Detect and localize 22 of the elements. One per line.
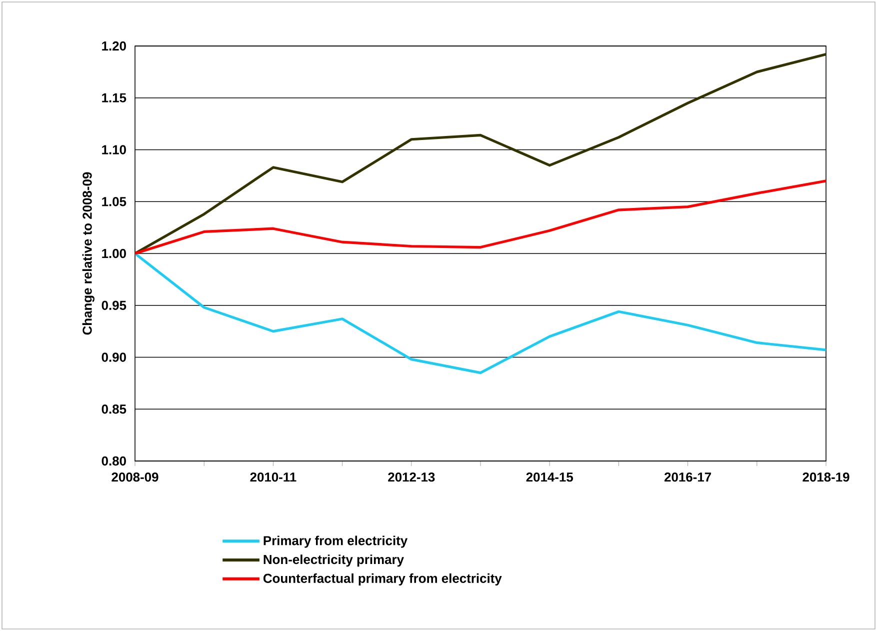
x-tick-label: 2018-19: [802, 472, 850, 482]
x-tick-label: 2008-09: [112, 472, 158, 482]
legend-label: Counterfactual primary from electricity: [263, 573, 502, 586]
line-series: [135, 180, 826, 255]
y-tick-label: 1.05: [102, 197, 126, 206]
y-tick-label: 0.80: [102, 456, 126, 466]
legend-label: Non-electricity primary: [264, 554, 404, 567]
y-axis-title: Change relative to 2008-09: [82, 172, 94, 335]
line-series: [135, 252, 826, 374]
line-series: [135, 53, 826, 255]
legend-label: Primary from electricity: [264, 536, 408, 548]
y-tick-label: 0.85: [102, 404, 126, 414]
y-tick-label: 0.95: [102, 300, 126, 310]
x-tick-label: 2010-11: [250, 472, 296, 482]
y-tick-label: 1.10: [102, 145, 126, 154]
x-tick-label: 2016-17: [664, 472, 711, 482]
y-tick-label: 1.15: [102, 93, 126, 102]
x-tick-label: 2014-15: [526, 472, 573, 482]
y-tick-label: 1.00: [102, 248, 126, 258]
y-tick-label: 1.20: [102, 41, 126, 51]
y-tick-label: 0.90: [102, 352, 126, 362]
x-tick-label: 2012-13: [388, 472, 435, 482]
